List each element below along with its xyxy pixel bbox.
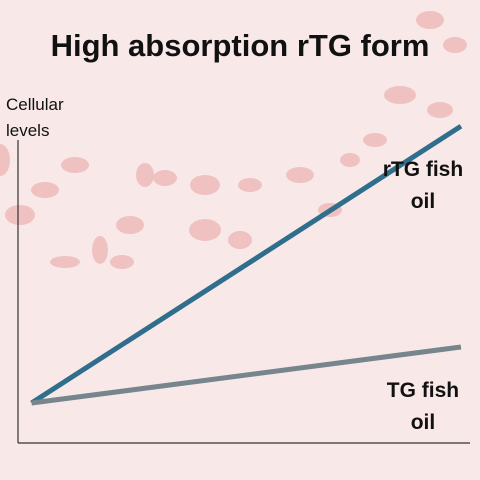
background-cells bbox=[0, 11, 467, 269]
line bbox=[30, 124, 463, 406]
series-label: TG fish oil bbox=[386, 379, 460, 434]
line bbox=[31, 344, 462, 406]
series-label: rTG fish oil bbox=[382, 158, 464, 214]
chart-title: High absorption rTG form bbox=[50, 28, 430, 63]
y-axis-label: Cellular levels bbox=[6, 95, 64, 140]
